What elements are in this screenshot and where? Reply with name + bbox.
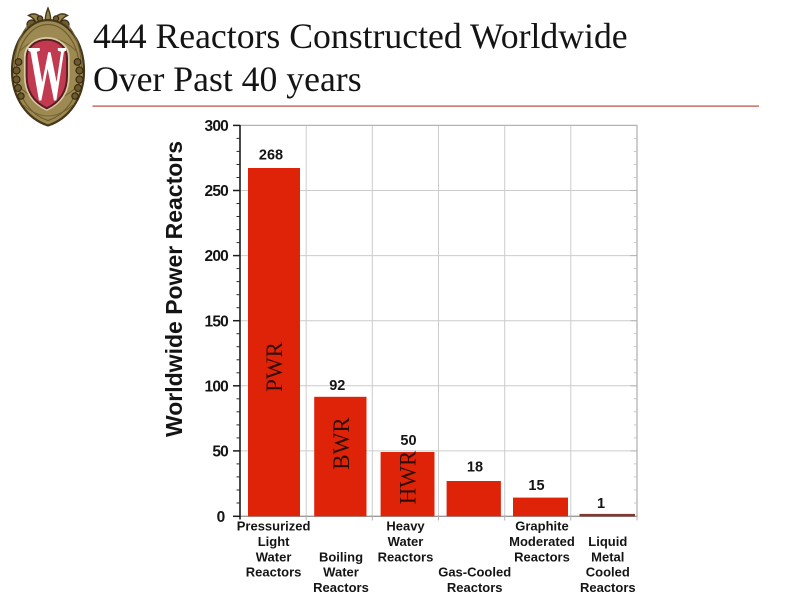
svg-text:Reactors: Reactors bbox=[580, 580, 636, 595]
svg-text:Heavy: Heavy bbox=[386, 519, 425, 534]
svg-text:100: 100 bbox=[205, 378, 229, 395]
svg-text:250: 250 bbox=[205, 183, 229, 200]
svg-text:50: 50 bbox=[212, 444, 228, 461]
svg-text:Water: Water bbox=[256, 549, 292, 564]
svg-text:Boiling: Boiling bbox=[319, 549, 363, 564]
svg-text:BWR: BWR bbox=[329, 417, 354, 470]
svg-text:W: W bbox=[28, 31, 67, 117]
svg-text:200: 200 bbox=[205, 248, 229, 265]
svg-text:Worldwide Power Reactors: Worldwide Power Reactors bbox=[161, 141, 187, 437]
svg-text:Reactors: Reactors bbox=[246, 565, 302, 580]
svg-text:Light: Light bbox=[258, 534, 290, 549]
svg-text:18: 18 bbox=[467, 460, 483, 476]
svg-text:268: 268 bbox=[259, 148, 283, 164]
svg-text:300: 300 bbox=[205, 118, 229, 135]
svg-text:Liquid: Liquid bbox=[588, 534, 627, 549]
svg-text:50: 50 bbox=[400, 433, 416, 449]
svg-text:Moderated: Moderated bbox=[509, 534, 575, 549]
svg-text:0: 0 bbox=[217, 509, 225, 526]
svg-text:Water: Water bbox=[323, 565, 359, 580]
svg-text:Reactors: Reactors bbox=[514, 549, 570, 564]
svg-text:92: 92 bbox=[329, 378, 345, 394]
svg-text:Gas-Cooled: Gas-Cooled bbox=[438, 565, 511, 580]
svg-text:Graphite: Graphite bbox=[515, 519, 568, 534]
svg-text:Pressurized: Pressurized bbox=[237, 519, 311, 534]
svg-text:150: 150 bbox=[205, 313, 229, 330]
svg-text:PWR: PWR bbox=[262, 341, 287, 392]
svg-text:Water: Water bbox=[388, 534, 424, 549]
svg-text:Reactors: Reactors bbox=[447, 580, 503, 595]
svg-text:444 Reactors Constructed World: 444 Reactors Constructed Worldwide bbox=[93, 16, 628, 56]
svg-text:Cooled: Cooled bbox=[586, 565, 630, 580]
svg-text:Reactors: Reactors bbox=[378, 549, 434, 564]
svg-text:HWR: HWR bbox=[396, 450, 421, 504]
svg-text:15: 15 bbox=[528, 478, 544, 494]
svg-text:1: 1 bbox=[597, 496, 605, 512]
svg-text:Over Past 40 years: Over Past 40 years bbox=[93, 59, 362, 99]
svg-text:Metal: Metal bbox=[591, 549, 624, 564]
svg-text:Reactors: Reactors bbox=[313, 580, 369, 595]
